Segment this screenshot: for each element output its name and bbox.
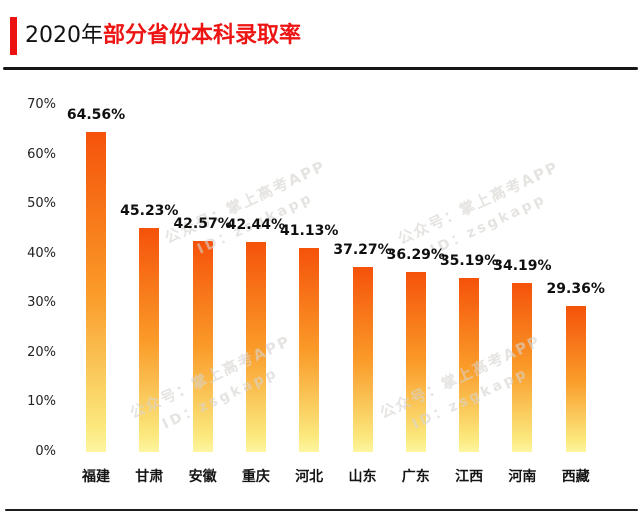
- page-title: 2020年部分省份本科录取率: [25, 20, 301, 52]
- bar-value-label: 64.56%: [66, 106, 126, 123]
- bar-value-label: 42.57%: [173, 215, 232, 232]
- bar: [459, 277, 480, 452]
- y-axis-tick-label: 70%: [27, 97, 56, 112]
- y-axis-tick-label: 40%: [27, 245, 56, 261]
- x-axis-label: 安徽: [188, 469, 217, 485]
- y-axis-tick-label: 30%: [27, 295, 56, 311]
- x-axis-label: 甘肃: [135, 469, 164, 485]
- x-axis-label: 福建: [82, 469, 110, 485]
- header-divider: [3, 67, 638, 70]
- bar-value-label: 36.29%: [386, 247, 445, 264]
- bar-value-label: 37.27%: [333, 242, 392, 259]
- bar-value-label: 35.19%: [439, 252, 499, 269]
- bar-value-label: 41.13%: [280, 223, 339, 240]
- x-axis-label: 山东: [348, 469, 377, 485]
- footer-divider: [5, 509, 638, 511]
- y-axis-tick-label: 20%: [27, 344, 56, 360]
- x-axis-label: 广东: [401, 469, 430, 485]
- x-axis-label: 西藏: [561, 469, 590, 485]
- bar-value-label: 42.44%: [226, 216, 286, 233]
- y-axis-tick-label: 50%: [27, 196, 56, 212]
- x-axis-label: 江西: [455, 469, 484, 485]
- y-axis-tick-label: 0%: [35, 444, 56, 459]
- bar: [352, 267, 373, 452]
- x-axis-label: 河北: [295, 469, 324, 485]
- bar: [245, 241, 266, 452]
- x-axis-label: 河南: [508, 469, 537, 485]
- bar: [405, 272, 426, 452]
- bar-value-label: 34.19%: [493, 257, 552, 274]
- bar-value-label: 45.23%: [120, 202, 179, 219]
- title-accent-bar: [10, 17, 17, 55]
- bar: [512, 282, 533, 452]
- bar: [299, 248, 320, 452]
- bar-value-label: 29.36%: [546, 281, 605, 298]
- page-title-year: 2020年: [25, 23, 103, 48]
- y-axis-tick-label: 10%: [27, 394, 56, 410]
- bar: [565, 306, 586, 452]
- bar: [139, 227, 160, 452]
- y-axis-tick-label: 60%: [27, 146, 56, 162]
- x-axis-label: 重庆: [241, 469, 270, 485]
- bar: [192, 240, 213, 452]
- title-main: 部分省份本科录取率: [103, 23, 302, 48]
- bar: [86, 131, 106, 452]
